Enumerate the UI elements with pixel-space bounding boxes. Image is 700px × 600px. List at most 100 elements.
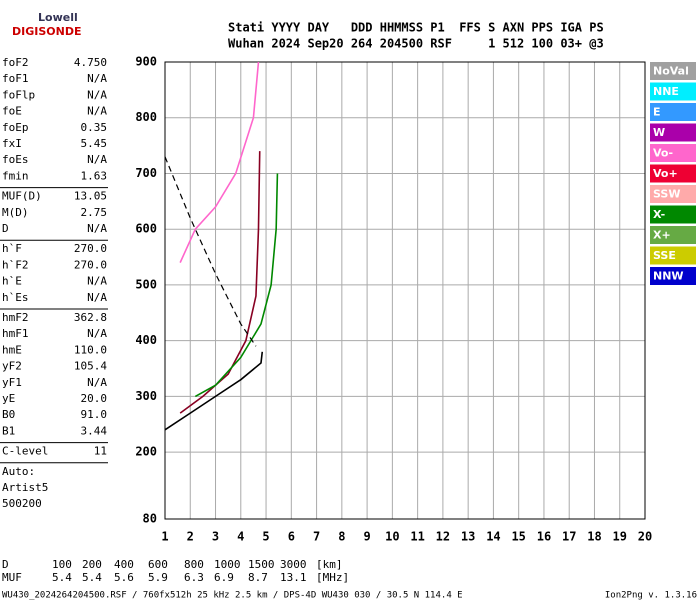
- param-name: yE: [2, 392, 15, 405]
- y-tick-label: 500: [135, 277, 157, 291]
- param-value: N/A: [87, 105, 107, 118]
- legend-label: NNE: [653, 85, 679, 98]
- param-value: N/A: [87, 72, 107, 85]
- param-value: 270.0: [74, 242, 107, 255]
- y-tick-label: 600: [135, 222, 157, 236]
- y-tick-label: 80: [143, 512, 157, 526]
- table-cell: D: [2, 558, 9, 571]
- y-tick-label: 300: [135, 389, 157, 403]
- x-tick-label: 1: [161, 530, 168, 544]
- param-name: Auto:: [2, 465, 35, 478]
- param-name: yF1: [2, 376, 22, 389]
- legend-label: X+: [653, 229, 671, 242]
- x-tick-label: 3: [212, 530, 219, 544]
- param-value: N/A: [87, 291, 107, 304]
- y-tick-label: 400: [135, 333, 157, 347]
- param-value: N/A: [87, 88, 107, 101]
- param-value: 2.75: [81, 206, 108, 219]
- param-name: MUF(D): [2, 190, 42, 203]
- param-value: 362.8: [74, 311, 107, 324]
- legend-label: SSE: [653, 249, 676, 262]
- legend-swatch: [650, 226, 696, 244]
- legend-label: NoVal: [653, 65, 689, 78]
- x-tick-label: 19: [613, 530, 627, 544]
- x-tick-label: 17: [562, 530, 576, 544]
- x-tick-label: 13: [461, 530, 475, 544]
- param-name: C-level: [2, 445, 48, 458]
- param-name: fmin: [2, 169, 29, 182]
- table-cell: 13.1: [280, 571, 307, 584]
- x-tick-label: 2: [187, 530, 194, 544]
- param-value: 0.35: [81, 121, 108, 134]
- x-tick-label: 20: [638, 530, 652, 544]
- trace: [179, 151, 261, 414]
- param-value: 3.44: [81, 424, 108, 437]
- y-tick-label: 700: [135, 166, 157, 180]
- x-tick-label: 9: [363, 530, 370, 544]
- param-value: 11: [94, 445, 107, 458]
- param-name: foFlp: [2, 88, 35, 101]
- table-cell: [km]: [316, 558, 343, 571]
- legend-swatch: [650, 246, 696, 265]
- param-value: 20.0: [81, 392, 108, 405]
- table-cell: 8.7: [248, 571, 268, 584]
- logo-top: Lowell: [38, 11, 78, 24]
- legend-label: E: [653, 106, 661, 119]
- legend-label: Vo+: [653, 167, 678, 180]
- table-cell: 5.9: [148, 571, 168, 584]
- param-value: N/A: [87, 275, 107, 288]
- table-cell: 100: [52, 558, 72, 571]
- legend-label: W: [653, 126, 665, 139]
- legend-label: NNW: [653, 270, 684, 283]
- param-name: D: [2, 222, 9, 235]
- param-value: 105.4: [74, 360, 107, 373]
- param-value: 5.45: [81, 137, 108, 150]
- legend-swatch: [650, 62, 696, 80]
- x-tick-label: 18: [587, 530, 601, 544]
- header-labels: Stati YYYY DAY DDD HHMMSS P1 FFS S AXN P…: [228, 21, 604, 35]
- param-name: hmF1: [2, 327, 29, 340]
- table-cell: 6.3: [184, 571, 204, 584]
- y-tick-label: 900: [135, 55, 157, 69]
- trace: [194, 173, 279, 398]
- header-values: Wuhan 2024 Sep20 264 204500 RSF 1 512 10…: [228, 37, 604, 51]
- table-cell: 5.4: [82, 571, 102, 584]
- x-tick-label: 11: [410, 530, 424, 544]
- x-tick-label: 5: [262, 530, 269, 544]
- param-name: M(D): [2, 206, 29, 219]
- legend-swatch: [650, 164, 696, 183]
- param-value: N/A: [87, 376, 107, 389]
- legend-swatch: [650, 185, 696, 203]
- x-tick-label: 12: [436, 530, 450, 544]
- legend-swatch: [650, 123, 696, 142]
- table-cell: 200: [82, 558, 102, 571]
- logo-bottom: DIGISONDE: [12, 25, 81, 38]
- param-value: 110.0: [74, 343, 107, 356]
- x-tick-label: 16: [537, 530, 551, 544]
- param-value: N/A: [87, 153, 107, 166]
- x-tick-label: 8: [338, 530, 345, 544]
- param-name: hmE: [2, 343, 22, 356]
- param-value: 1.63: [81, 169, 108, 182]
- y-tick-label: 200: [135, 445, 157, 459]
- table-cell: [MHz]: [316, 571, 349, 584]
- legend-label: SSW: [653, 188, 680, 201]
- plot-frame: [164, 61, 646, 520]
- trace: [179, 61, 260, 263]
- param-value: N/A: [87, 222, 107, 235]
- param-name: B0: [2, 408, 15, 421]
- x-tick-label: 10: [385, 530, 399, 544]
- param-name: B1: [2, 424, 15, 437]
- table-cell: 1500: [248, 558, 275, 571]
- legend-swatch: [650, 144, 696, 162]
- param-name: foEs: [2, 153, 29, 166]
- x-tick-label: 14: [486, 530, 500, 544]
- param-name: h`F2: [2, 258, 29, 271]
- y-tick-label: 800: [135, 110, 157, 124]
- param-value: 4.750: [74, 56, 107, 69]
- param-name: h`Es: [2, 291, 29, 304]
- x-tick-label: 7: [313, 530, 320, 544]
- param-name: foEp: [2, 121, 29, 134]
- table-cell: 600: [148, 558, 168, 571]
- x-tick-label: 15: [511, 530, 525, 544]
